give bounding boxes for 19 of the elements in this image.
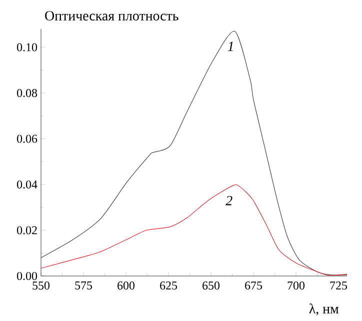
x-tick-label: 600 [118, 282, 135, 290]
y-tick-label: 0.06 [17, 134, 38, 143]
line-series [40, 30, 348, 276]
y-tick-label: 0.02 [17, 226, 37, 234]
y-tick-label: 0.08 [17, 88, 38, 98]
x-tick-label: 550 [32, 282, 50, 290]
x-axis-title: λ, нм [309, 304, 339, 316]
x-tick-label: 625 [160, 282, 178, 290]
series-label: 1 [228, 42, 233, 52]
y-tick-label: 0.04 [17, 180, 38, 189]
x-tick-label: 650 [202, 282, 220, 290]
y-axis-title: Оптическая плотность [45, 11, 178, 20]
x-tick-label: 675 [245, 282, 262, 290]
series-label: 2 [226, 196, 232, 206]
y-tick-label: 0.10 [17, 43, 38, 52]
x-tick-label: 700 [288, 282, 305, 290]
x-tick-label: 725 [330, 282, 348, 290]
y-tick-label: 0.00 [17, 272, 38, 280]
x-tick-label: 575 [75, 282, 92, 290]
